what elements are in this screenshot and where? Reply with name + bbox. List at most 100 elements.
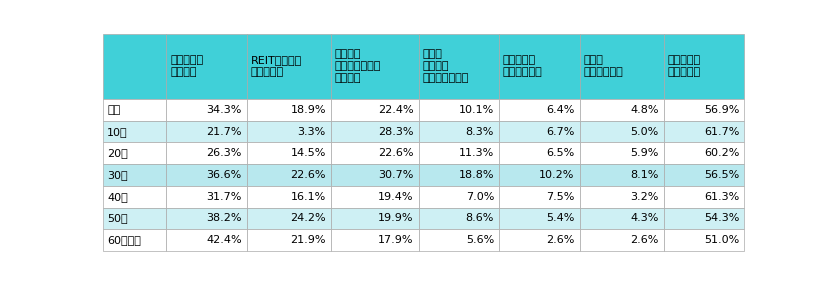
Bar [418, 186, 500, 208]
Bar [664, 121, 744, 142]
Text: 4.3%: 4.3% [630, 213, 658, 223]
Bar [418, 164, 500, 186]
Bar [331, 121, 418, 142]
Text: 50代: 50代 [108, 213, 128, 223]
Bar [103, 229, 166, 251]
Bar [166, 34, 247, 99]
Bar [247, 142, 331, 164]
Bar [580, 99, 664, 121]
Bar [664, 229, 744, 251]
Text: 19.4%: 19.4% [378, 192, 414, 202]
Text: ソーシャル
レンディング: ソーシャル レンディング [503, 55, 543, 78]
Text: 不動産
クラウド
ファンディング: 不動産 クラウド ファンディング [423, 49, 469, 83]
Text: REIT（不動産
投賄信託）: REIT（不動産 投賄信託） [251, 55, 302, 78]
Text: 10.2%: 10.2% [539, 170, 575, 180]
Bar [331, 186, 418, 208]
Bar [580, 186, 664, 208]
Text: 61.3%: 61.3% [704, 192, 739, 202]
Text: クラウド
ファンディング
サービス: クラウド ファンディング サービス [335, 49, 381, 83]
Text: 16.1%: 16.1% [290, 192, 326, 202]
Bar [664, 99, 744, 121]
Bar [580, 34, 664, 99]
Bar [331, 229, 418, 251]
Bar [580, 208, 664, 229]
Bar [103, 99, 166, 121]
Text: 11.3%: 11.3% [459, 148, 494, 158]
Bar [103, 34, 166, 99]
Text: 51.0%: 51.0% [704, 235, 739, 245]
Bar [247, 34, 331, 99]
Text: 56.9%: 56.9% [704, 105, 739, 115]
Text: 31.7%: 31.7% [207, 192, 241, 202]
Text: 18.8%: 18.8% [458, 170, 494, 180]
Bar [103, 164, 166, 186]
Text: 3.3%: 3.3% [298, 127, 326, 136]
Text: 38.2%: 38.2% [207, 213, 241, 223]
Text: 5.9%: 5.9% [630, 148, 658, 158]
Text: 8.3%: 8.3% [466, 127, 494, 136]
Bar [580, 121, 664, 142]
Text: 54.3%: 54.3% [704, 213, 739, 223]
Bar [331, 34, 418, 99]
Text: 10代: 10代 [108, 127, 128, 136]
Bar [166, 186, 247, 208]
Bar [418, 99, 500, 121]
Bar [580, 164, 664, 186]
Text: 10.1%: 10.1% [459, 105, 494, 115]
Text: 4.8%: 4.8% [630, 105, 658, 115]
Bar [418, 229, 500, 251]
Text: 20代: 20代 [108, 148, 128, 158]
Bar [247, 208, 331, 229]
Bar [580, 229, 664, 251]
Bar [166, 121, 247, 142]
Text: 7.5%: 7.5% [546, 192, 575, 202]
Bar [500, 121, 580, 142]
Bar [664, 34, 744, 99]
Bar [247, 164, 331, 186]
Text: 30代: 30代 [108, 170, 128, 180]
Text: 2.6%: 2.6% [630, 235, 658, 245]
Bar [166, 99, 247, 121]
Bar [418, 121, 500, 142]
Bar [500, 99, 580, 121]
Text: 24.2%: 24.2% [290, 213, 326, 223]
Text: 28.3%: 28.3% [378, 127, 414, 136]
Text: 22.6%: 22.6% [290, 170, 326, 180]
Text: 36.6%: 36.6% [207, 170, 241, 180]
Bar [166, 208, 247, 229]
Bar [418, 34, 500, 99]
Text: 知っている
ものはない: 知っている ものはない [667, 55, 700, 78]
Bar [331, 208, 418, 229]
Text: 26.3%: 26.3% [207, 148, 241, 158]
Bar [166, 229, 247, 251]
Text: 8.1%: 8.1% [630, 170, 658, 180]
Bar [331, 99, 418, 121]
Bar [664, 208, 744, 229]
Bar [500, 164, 580, 186]
Text: 30.7%: 30.7% [378, 170, 414, 180]
Text: 22.6%: 22.6% [378, 148, 414, 158]
Text: 21.9%: 21.9% [290, 235, 326, 245]
Bar [580, 142, 664, 164]
Text: 21.7%: 21.7% [207, 127, 241, 136]
Bar [331, 164, 418, 186]
Text: 全体: 全体 [108, 105, 121, 115]
Text: 60.2%: 60.2% [704, 148, 739, 158]
Text: 5.6%: 5.6% [466, 235, 494, 245]
Text: 22.4%: 22.4% [378, 105, 414, 115]
Text: 6.7%: 6.7% [546, 127, 575, 136]
Bar [664, 186, 744, 208]
Bar [500, 229, 580, 251]
Bar [103, 186, 166, 208]
Text: 6.5%: 6.5% [547, 148, 575, 158]
Bar [418, 142, 500, 164]
Text: 19.9%: 19.9% [378, 213, 414, 223]
Bar [500, 34, 580, 99]
Text: 不動産
デジタル証券: 不動産 デジタル証券 [584, 55, 624, 78]
Bar [664, 142, 744, 164]
Text: 6.4%: 6.4% [546, 105, 575, 115]
Text: 14.5%: 14.5% [290, 148, 326, 158]
Bar [664, 164, 744, 186]
Bar [103, 208, 166, 229]
Text: 60代以上: 60代以上 [108, 235, 141, 245]
